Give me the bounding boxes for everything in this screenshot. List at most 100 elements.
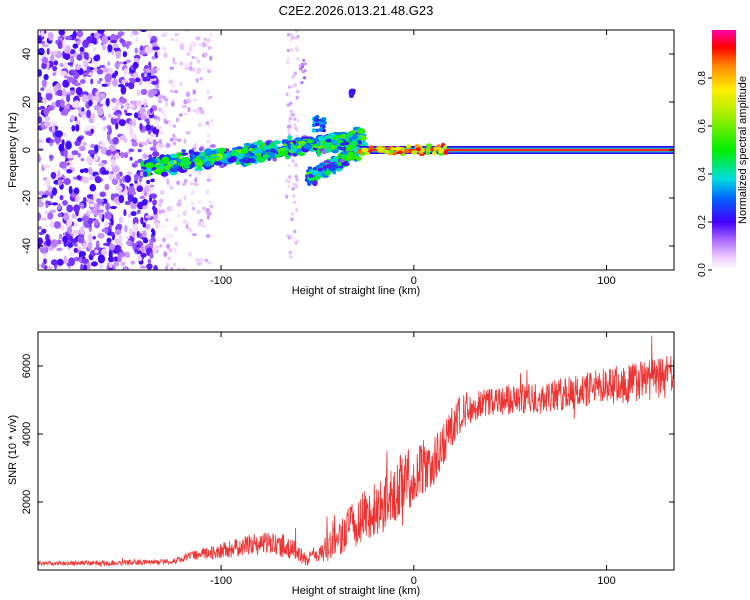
noise-speckle [73,256,80,262]
noise-speckle [40,30,45,37]
noise-speckle [89,176,94,181]
noise-speckle [295,48,299,52]
noise-speckle [140,30,147,33]
noise-speckle [139,107,145,115]
noise-speckle [183,178,188,184]
noise-speckle [171,101,175,107]
noise-speckle [58,233,63,240]
noise-speckle [142,205,148,210]
noise-speckle [293,200,297,205]
noise-speckle [50,239,58,248]
noise-speckle [154,221,160,229]
noise-speckle [129,156,133,161]
noise-speckle [126,43,130,50]
noise-speckle [44,210,49,216]
ridge-mark [194,157,201,164]
noise-speckle [209,119,214,123]
peak-mark [394,146,402,151]
noise-speckle [45,92,53,101]
noise-speckle [73,204,80,213]
snr-x-ticks: -100 0 100 [210,332,616,587]
noise-speckle [38,47,45,56]
noise-speckle [196,209,201,215]
noise-speckle [206,37,211,43]
noise-speckle [209,204,214,209]
noise-speckle [177,199,182,203]
noise-speckle [66,154,75,159]
noise-speckle [38,107,42,111]
noise-speckle [86,156,94,164]
noise-speckle [99,77,103,82]
noise-speckle [296,119,300,123]
noise-speckle [187,98,190,104]
noise-speckle [110,193,115,201]
noise-speckle [295,95,299,100]
noise-speckle [124,174,131,183]
noise-speckle [134,248,139,253]
ridge-mark [193,151,200,156]
noise-speckle [155,84,160,89]
noise-speckle [109,261,113,269]
snr-y-tick-label: 2000 [21,490,33,514]
noise-speckle [160,189,165,196]
noise-speckle [41,44,49,48]
noise-speckle [199,77,203,81]
noise-speckle [52,72,57,76]
peak-mark [367,149,373,153]
branch-mark [347,151,355,157]
ridge-mark [257,158,265,163]
noise-speckle [149,240,154,249]
noise-speckle [184,209,187,215]
ridge-mark [324,142,331,149]
peak-mark [405,144,412,149]
noise-speckle [117,84,125,88]
noise-speckle [199,257,204,264]
noise-speckle [151,80,158,85]
noise-speckle [110,40,117,44]
noise-speckle [125,235,130,240]
noise-speckle [123,61,127,65]
noise-speckle [296,34,300,39]
noise-speckle [168,120,172,127]
noise-speckle [87,149,96,155]
noise-speckle [152,46,160,51]
peak-mark [443,145,448,150]
noise-speckle [147,33,153,39]
noise-speckle [82,215,89,223]
noise-speckle [184,64,190,69]
peak-mark [415,147,421,152]
noise-speckle [38,263,41,269]
noise-speckle [111,98,117,103]
ridge-mark [267,144,274,149]
noise-speckle [151,56,156,60]
noise-speckle [123,68,128,76]
noise-speckle [59,225,65,231]
noise-speckle [188,42,194,48]
noise-speckle [108,255,114,263]
noise-speckle [125,59,131,63]
noise-speckle [159,131,165,135]
noise-speckle [97,254,106,264]
noise-speckle [104,73,112,83]
noise-speckle [160,209,166,214]
spectrogram-x-label: Height of straight line (km) [292,285,420,297]
noise-speckle [155,119,160,123]
peak-mark [411,150,418,155]
noise-speckle [150,89,158,95]
branch-mark [324,170,331,176]
ridge-mark [180,152,189,156]
branch-mark [317,167,323,172]
noise-speckle [114,228,122,236]
noise-speckle [63,255,67,264]
noise-speckle [63,178,71,185]
peak-mark [425,151,430,156]
peak-mark [398,150,403,154]
noise-speckle [79,46,85,53]
ridge-mark [287,143,292,150]
branch-mark [315,164,322,169]
noise-speckle [207,133,211,139]
noise-speckle [69,87,76,91]
noise-speckle [291,84,295,89]
noise-speckle [192,98,198,103]
noise-speckle [94,249,99,254]
